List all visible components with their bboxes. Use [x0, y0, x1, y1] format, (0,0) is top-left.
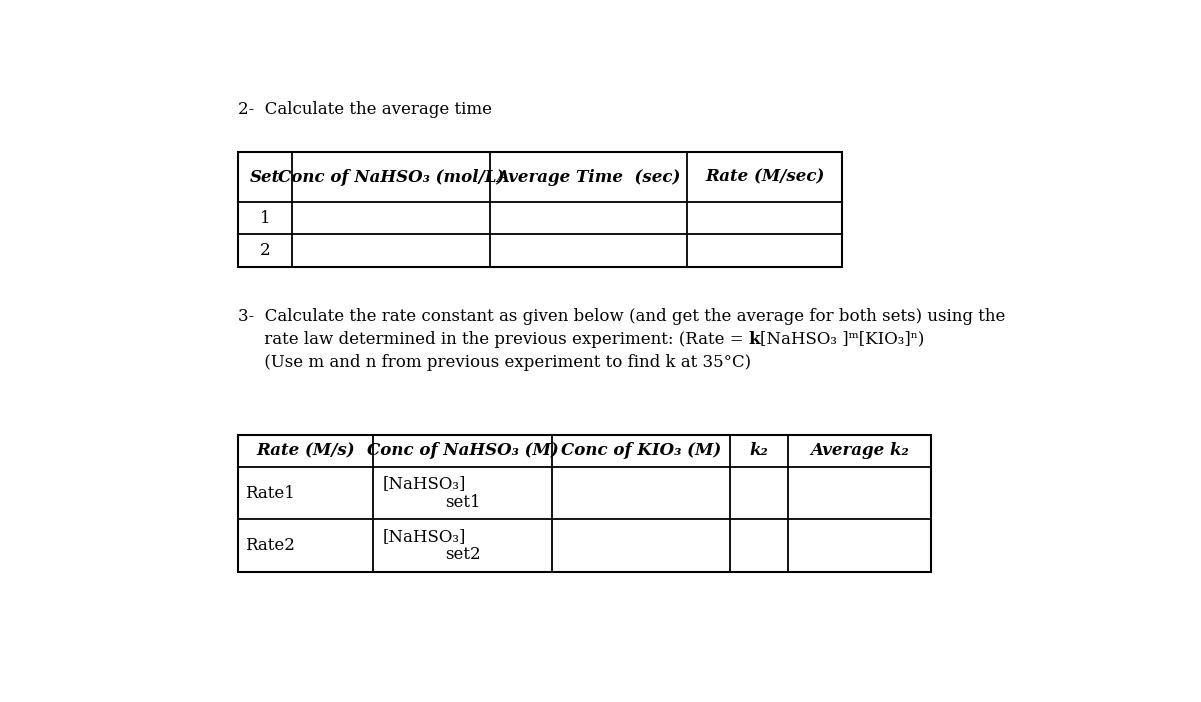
Bar [238, 435, 931, 571]
Bar [238, 152, 842, 267]
Text: 3-  Calculate the rate constant as given below (and get the average for both set: 3- Calculate the rate constant as given … [238, 307, 1005, 324]
Text: Conc of KIO₃ (M): Conc of KIO₃ (M) [561, 442, 721, 459]
Text: set2: set2 [444, 546, 480, 563]
Text: Set: Set [250, 168, 280, 185]
Text: Average Time  (sec): Average Time (sec) [496, 168, 681, 185]
Text: Average k₂: Average k₂ [811, 442, 909, 459]
Text: [NaHSO₃]: [NaHSO₃] [383, 528, 466, 545]
Text: 1: 1 [259, 210, 270, 227]
Text: set1: set1 [444, 494, 480, 511]
Text: 2-  Calculate the average time: 2- Calculate the average time [238, 101, 491, 118]
Text: Conc of NaHSO₃ (mol/L): Conc of NaHSO₃ (mol/L) [277, 168, 504, 185]
Text: [NaHSO₃]: [NaHSO₃] [383, 475, 466, 492]
Text: k: k [748, 331, 760, 347]
Text: (Use m and n from previous experiment to find k at 35°C): (Use m and n from previous experiment to… [238, 354, 751, 371]
Text: Rate2: Rate2 [245, 537, 295, 554]
Text: k₂: k₂ [749, 442, 769, 459]
Text: Rate (M/sec): Rate (M/sec) [705, 168, 824, 185]
Text: rate law determined in the previous experiment: (Rate =: rate law determined in the previous expe… [238, 331, 748, 347]
Text: Conc of NaHSO₃ (M): Conc of NaHSO₃ (M) [366, 442, 558, 459]
Text: Rate (M/s): Rate (M/s) [256, 442, 354, 459]
Text: 2: 2 [259, 242, 270, 259]
Text: Rate1: Rate1 [245, 484, 295, 502]
Text: [NaHSO₃ ]ᵐ[KIO₃]ⁿ): [NaHSO₃ ]ᵐ[KIO₃]ⁿ) [760, 331, 925, 347]
